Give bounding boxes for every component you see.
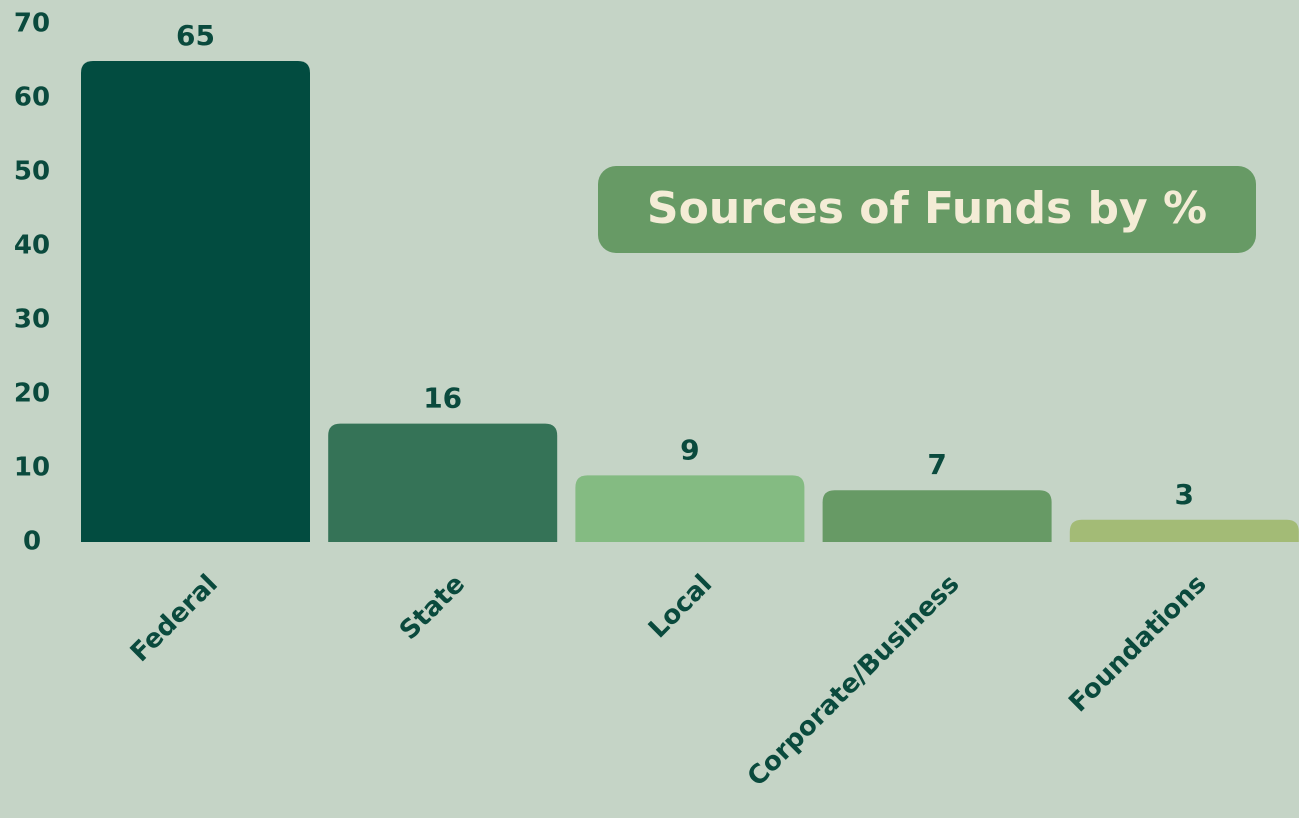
value-label: 65 — [176, 19, 215, 52]
y-tick-label: 20 — [14, 379, 50, 409]
y-tick-label: 60 — [14, 83, 50, 113]
bar — [328, 423, 558, 542]
value-label: 9 — [680, 433, 699, 466]
title-box — [598, 166, 1256, 253]
y-tick-label: 10 — [14, 453, 50, 483]
y-tick-label: 50 — [14, 157, 50, 187]
y-tick-label: 70 — [14, 9, 50, 39]
y-tick-label: 30 — [14, 305, 50, 335]
bar — [575, 475, 805, 542]
value-label: 7 — [927, 448, 946, 481]
bar — [822, 490, 1052, 542]
value-label: 3 — [1175, 478, 1194, 511]
bar — [81, 61, 310, 542]
chart-title: Sources of Funds by % — [647, 183, 1207, 234]
y-tick-label: 40 — [14, 231, 50, 261]
bar — [1069, 519, 1299, 542]
y-tick-label: 0 — [23, 527, 41, 557]
value-label: 16 — [423, 382, 462, 415]
